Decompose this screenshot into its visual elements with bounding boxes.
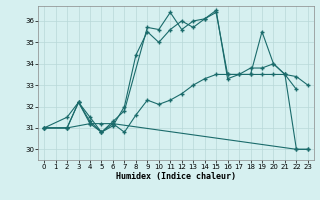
X-axis label: Humidex (Indice chaleur): Humidex (Indice chaleur) [116,172,236,181]
